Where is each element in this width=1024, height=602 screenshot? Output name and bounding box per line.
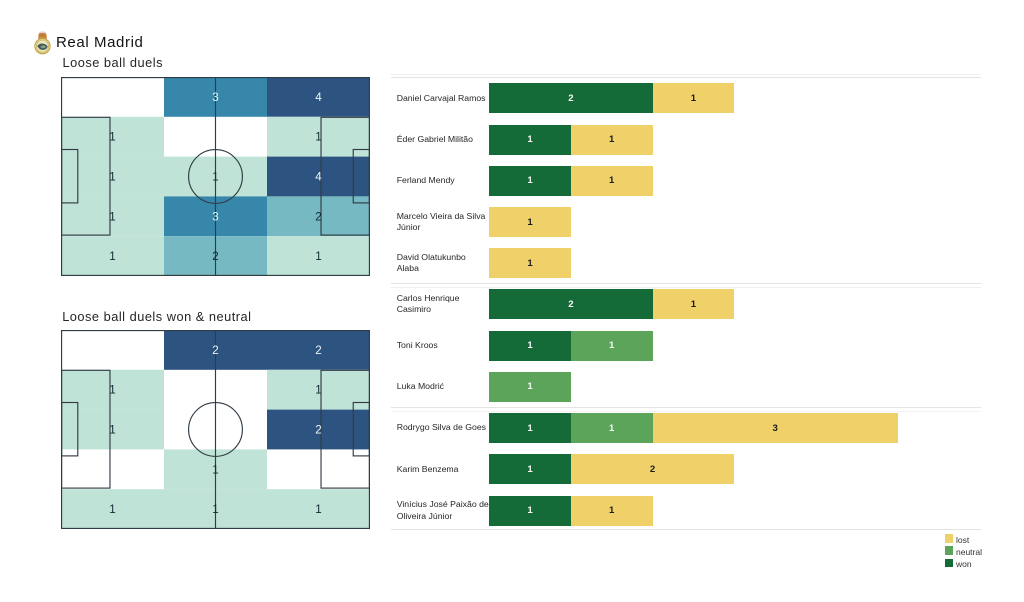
svg-text:1: 1 [109, 171, 115, 184]
svg-text:1: 1 [315, 250, 321, 263]
svg-text:1: 1 [315, 503, 321, 516]
svg-text:1: 1 [212, 463, 218, 476]
svg-text:1: 1 [109, 131, 115, 144]
svg-text:1: 1 [109, 423, 115, 436]
svg-text:1: 1 [212, 503, 218, 516]
svg-text:4: 4 [315, 171, 322, 184]
svg-text:1: 1 [109, 210, 115, 223]
svg-text:2: 2 [315, 343, 321, 356]
svg-text:3: 3 [212, 210, 218, 223]
svg-text:1: 1 [212, 171, 218, 184]
svg-text:2: 2 [212, 343, 218, 356]
svg-text:1: 1 [109, 383, 115, 396]
svg-text:1: 1 [109, 250, 115, 263]
svg-text:4: 4 [315, 91, 322, 104]
svg-text:2: 2 [315, 210, 321, 223]
svg-text:3: 3 [212, 91, 218, 104]
svg-text:1: 1 [109, 503, 115, 516]
svg-text:1: 1 [315, 383, 321, 396]
svg-text:2: 2 [315, 423, 321, 436]
svg-text:2: 2 [212, 250, 218, 263]
svg-text:1: 1 [315, 131, 321, 144]
